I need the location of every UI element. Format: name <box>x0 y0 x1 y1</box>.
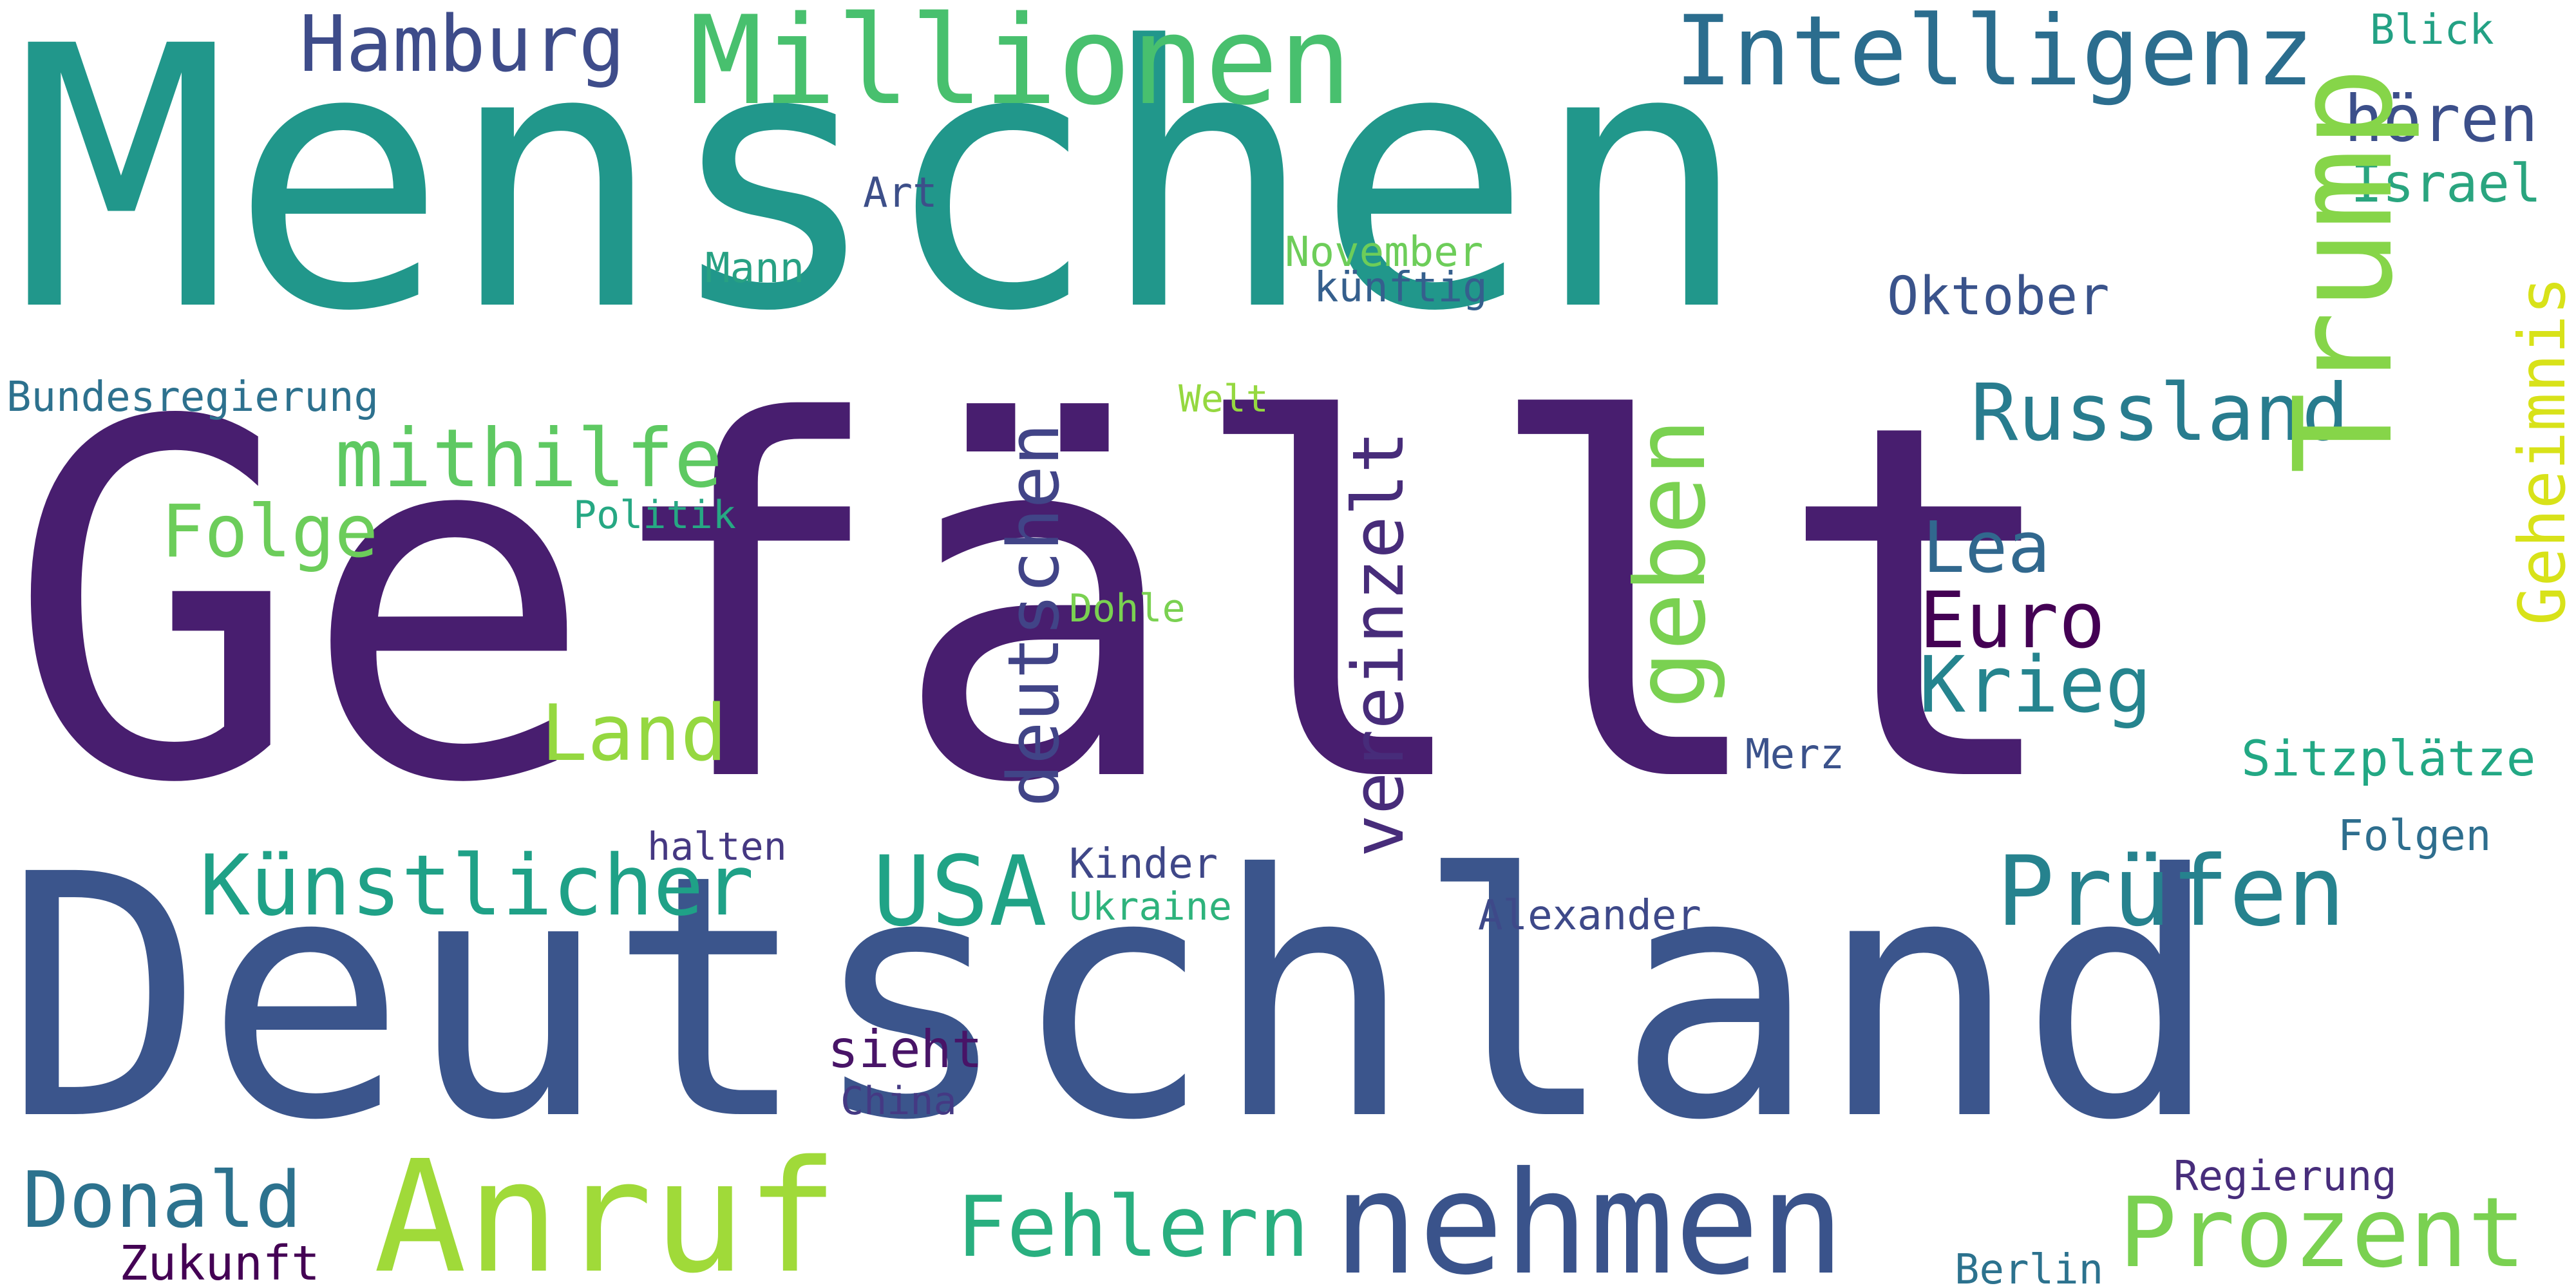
word-mann: Mann <box>705 245 805 292</box>
word-mithilfe: mithilfe <box>335 412 723 506</box>
word-november: November <box>1285 229 1484 276</box>
word-land: Land <box>541 689 727 779</box>
word-politik: Politik <box>573 493 736 538</box>
word-alexander: Alexander <box>1478 892 1701 940</box>
word-trump: Trump <box>2265 66 2423 475</box>
word-hamburg: Hamburg <box>299 0 625 90</box>
word-merz: Merz <box>1745 731 1845 779</box>
word-dohle: Dohle <box>1069 586 1186 631</box>
word-nehmen: nehmen <box>1333 1141 1845 1288</box>
word-berlin: Berlin <box>1955 1246 2104 1288</box>
word-prufen: Prüfen <box>1996 836 2345 948</box>
word-fehlern: Fehlern <box>956 1178 1309 1276</box>
word-millionen: Millionen <box>689 0 1352 132</box>
word-kinder: Kinder <box>1069 840 1218 888</box>
word-lea: Lea <box>1922 506 2050 589</box>
word-sieht: sieht <box>828 1019 983 1079</box>
word-kunstlicher: Künstlicher <box>200 837 754 934</box>
word-usa: USA <box>873 836 1047 948</box>
word-anruf: Anruf <box>374 1127 839 1288</box>
word-euro: Euro <box>1919 576 2105 666</box>
word-blick: Blick <box>2370 6 2494 54</box>
word-gefallt: Gefällt <box>6 321 2069 890</box>
word-bundesregierung: Bundesregierung <box>6 374 379 421</box>
word-halten: halten <box>647 824 787 869</box>
word-sitzplatze: Sitzplätze <box>2241 730 2536 787</box>
word-ukraine: Ukraine <box>1069 884 1232 929</box>
word-geben: geben <box>1615 418 1727 709</box>
word-art: Art <box>863 169 938 217</box>
word-horen: hören <box>2344 81 2539 156</box>
word-folge: Folge <box>161 490 379 574</box>
word-geheimnis: Geheimnis <box>2505 276 2576 625</box>
word-oktober: Oktober <box>1887 266 2110 327</box>
word-intelligenz: Intelligenz <box>1674 0 2315 108</box>
word-china: China <box>840 1079 957 1124</box>
word-russland: Russland <box>1971 367 2349 459</box>
word-donald: Donald <box>23 1156 302 1245</box>
word-deutschen: deutschen <box>992 422 1075 808</box>
word-regierung: Regierung <box>2174 1153 2397 1200</box>
word-zukunft: Zukunft <box>119 1236 320 1288</box>
word-israel: Israel <box>2351 153 2542 214</box>
word-prozent: Prozent <box>2119 1177 2526 1288</box>
word-kunftig: künftig <box>1314 264 1488 312</box>
word-menschen: Menschen <box>13 0 1750 390</box>
word-vereinzelt: vereinzelt <box>1337 430 1419 858</box>
word-krieg: Krieg <box>1919 641 2152 730</box>
word-welt: Welt <box>1179 377 1269 421</box>
word-folgen: Folgen <box>2338 811 2492 860</box>
word-deutschland: Deutschland <box>3 803 2221 1193</box>
